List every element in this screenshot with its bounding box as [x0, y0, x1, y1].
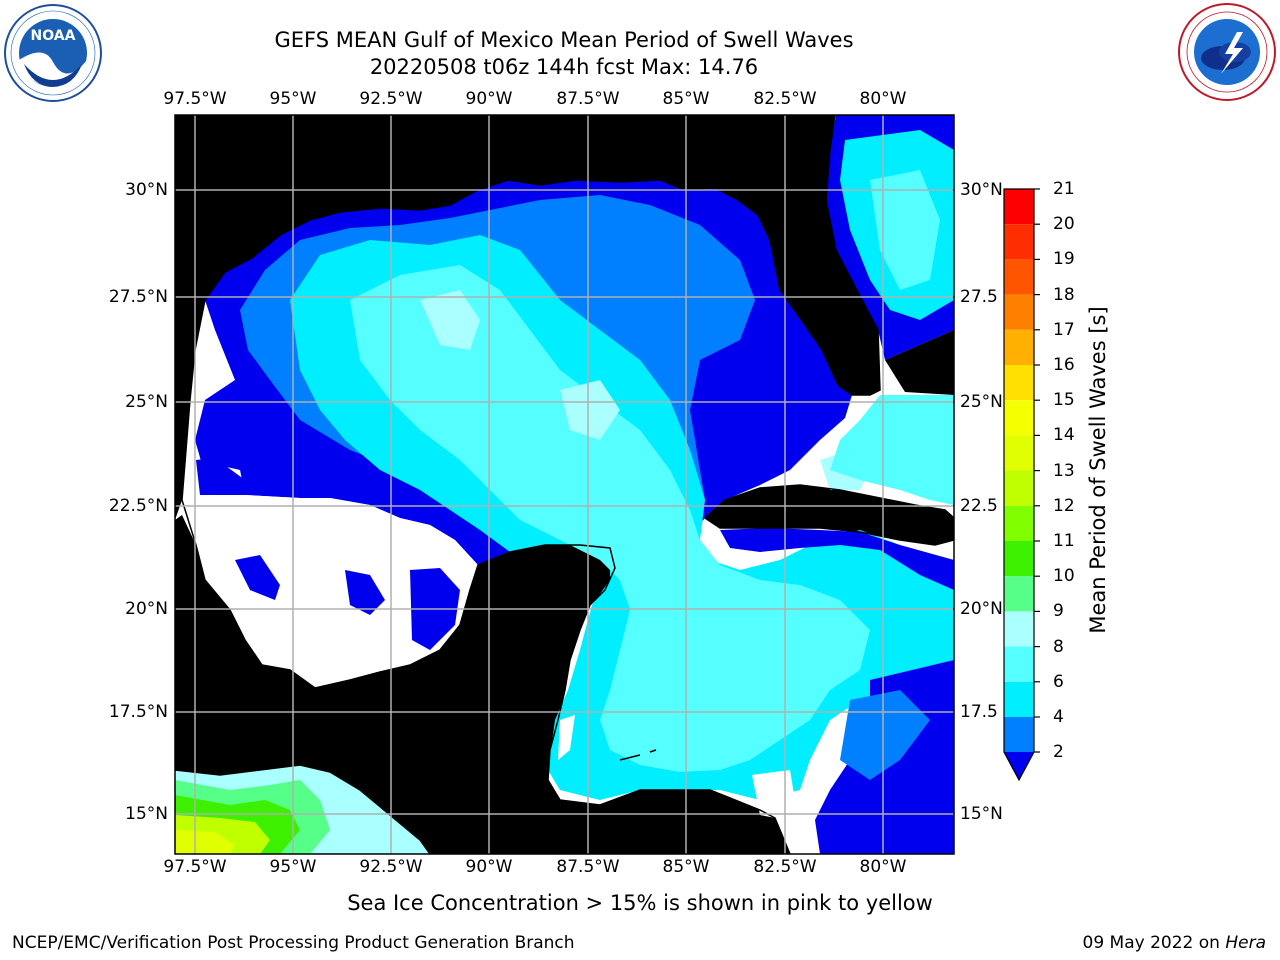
lon-label-bottom: 95°W	[269, 857, 317, 877]
lon-label-bottom: 82.5°W	[753, 857, 817, 877]
lon-label-bottom: 97.5°W	[163, 857, 227, 877]
lon-label-top: 95°W	[269, 89, 317, 109]
lat-label-right: 27.5	[960, 287, 998, 307]
footer-date: 09 May 2022 on Hera	[1083, 933, 1267, 953]
lon-label-top: 92.5°W	[359, 89, 423, 109]
swell-field	[190, 115, 954, 854]
map-frame	[174, 114, 955, 855]
lon-label-top: 97.5°W	[163, 89, 227, 109]
colorbar-tick: 11	[1053, 531, 1075, 551]
lat-label-right: 20°N	[960, 599, 1003, 619]
colorbar-tick: 13	[1053, 460, 1075, 481]
lon-label-top: 82.5°W	[753, 89, 817, 109]
nws-logo	[1177, 2, 1277, 102]
colorbar-tick: 10	[1053, 566, 1075, 587]
lat-label-right: 15°N	[960, 804, 1003, 824]
colorbar-tick: 17	[1053, 319, 1075, 340]
colorbar-tick: 20	[1053, 214, 1075, 235]
colorbar-tick: 21	[1053, 179, 1075, 199]
colorbar-tick: 16	[1053, 355, 1075, 375]
lat-label-left: 17.5°N	[108, 702, 168, 722]
colorbar-tick: 19	[1053, 249, 1075, 270]
footer-credit: NCEP/EMC/Verification Post Processing Pr…	[12, 933, 575, 953]
sea-ice-note: Sea Ice Concentration > 15% is shown in …	[347, 891, 933, 915]
chart-subtitle: 20220508 t06z 144h fcst Max: 14.76	[369, 55, 759, 79]
colorbar-tick: 4	[1053, 707, 1064, 727]
colorbar-tick: 18	[1053, 284, 1075, 305]
land-bahamas	[885, 330, 954, 395]
coastline	[175, 115, 954, 854]
lat-label-left: 30°N	[125, 180, 168, 200]
lat-label-right: 22.5	[960, 496, 998, 516]
noaa-logo: NOAA	[4, 4, 102, 102]
lon-label-bottom: 85°W	[662, 857, 710, 877]
svg-text:NOAA: NOAA	[31, 28, 76, 44]
chart-title: GEFS MEAN Gulf of Mexico Mean Period of …	[274, 28, 854, 52]
colorbar-tick: 2	[1053, 742, 1064, 762]
colorbar	[1003, 188, 1040, 782]
footer-host: Hera	[1225, 933, 1266, 953]
land-cuba	[705, 485, 954, 545]
lat-label-left: 22.5°N	[108, 496, 168, 516]
colorbar-tick: 15	[1053, 390, 1075, 411]
land-united-states	[175, 115, 880, 520]
colorbar-tick: 8	[1053, 636, 1064, 657]
lat-label-right: 30°N	[960, 180, 1003, 200]
lon-label-top: 90°W	[465, 89, 513, 109]
colorbar-tick: 6	[1053, 671, 1064, 692]
graticule	[175, 115, 954, 854]
lon-label-top: 85°W	[662, 89, 710, 109]
colorbar-tick: 9	[1053, 601, 1064, 622]
lat-label-right: 25°N	[960, 392, 1003, 412]
lon-label-top: 80°W	[859, 89, 907, 109]
land-mexico	[175, 515, 790, 854]
lon-label-bottom: 90°W	[465, 857, 513, 877]
colorbar-label: Mean Period of Swell Waves [s]	[1086, 306, 1110, 634]
lon-label-bottom: 92.5°W	[359, 857, 423, 877]
footer-date-text: 09 May 2022 on	[1082, 933, 1226, 953]
lat-label-left: 20°N	[125, 599, 168, 619]
lon-label-bottom: 80°W	[859, 857, 907, 877]
lat-label-left: 27.5°N	[108, 287, 168, 307]
lat-label-left: 15°N	[125, 804, 168, 824]
lon-label-bottom: 87.5°W	[556, 857, 620, 877]
colorbar-tick: 14	[1053, 425, 1075, 446]
lat-label-left: 25°N	[125, 392, 168, 412]
colorbar-tick: 12	[1053, 495, 1075, 516]
lat-label-right: 17.5	[960, 702, 998, 722]
lon-label-top: 87.5°W	[556, 89, 620, 109]
